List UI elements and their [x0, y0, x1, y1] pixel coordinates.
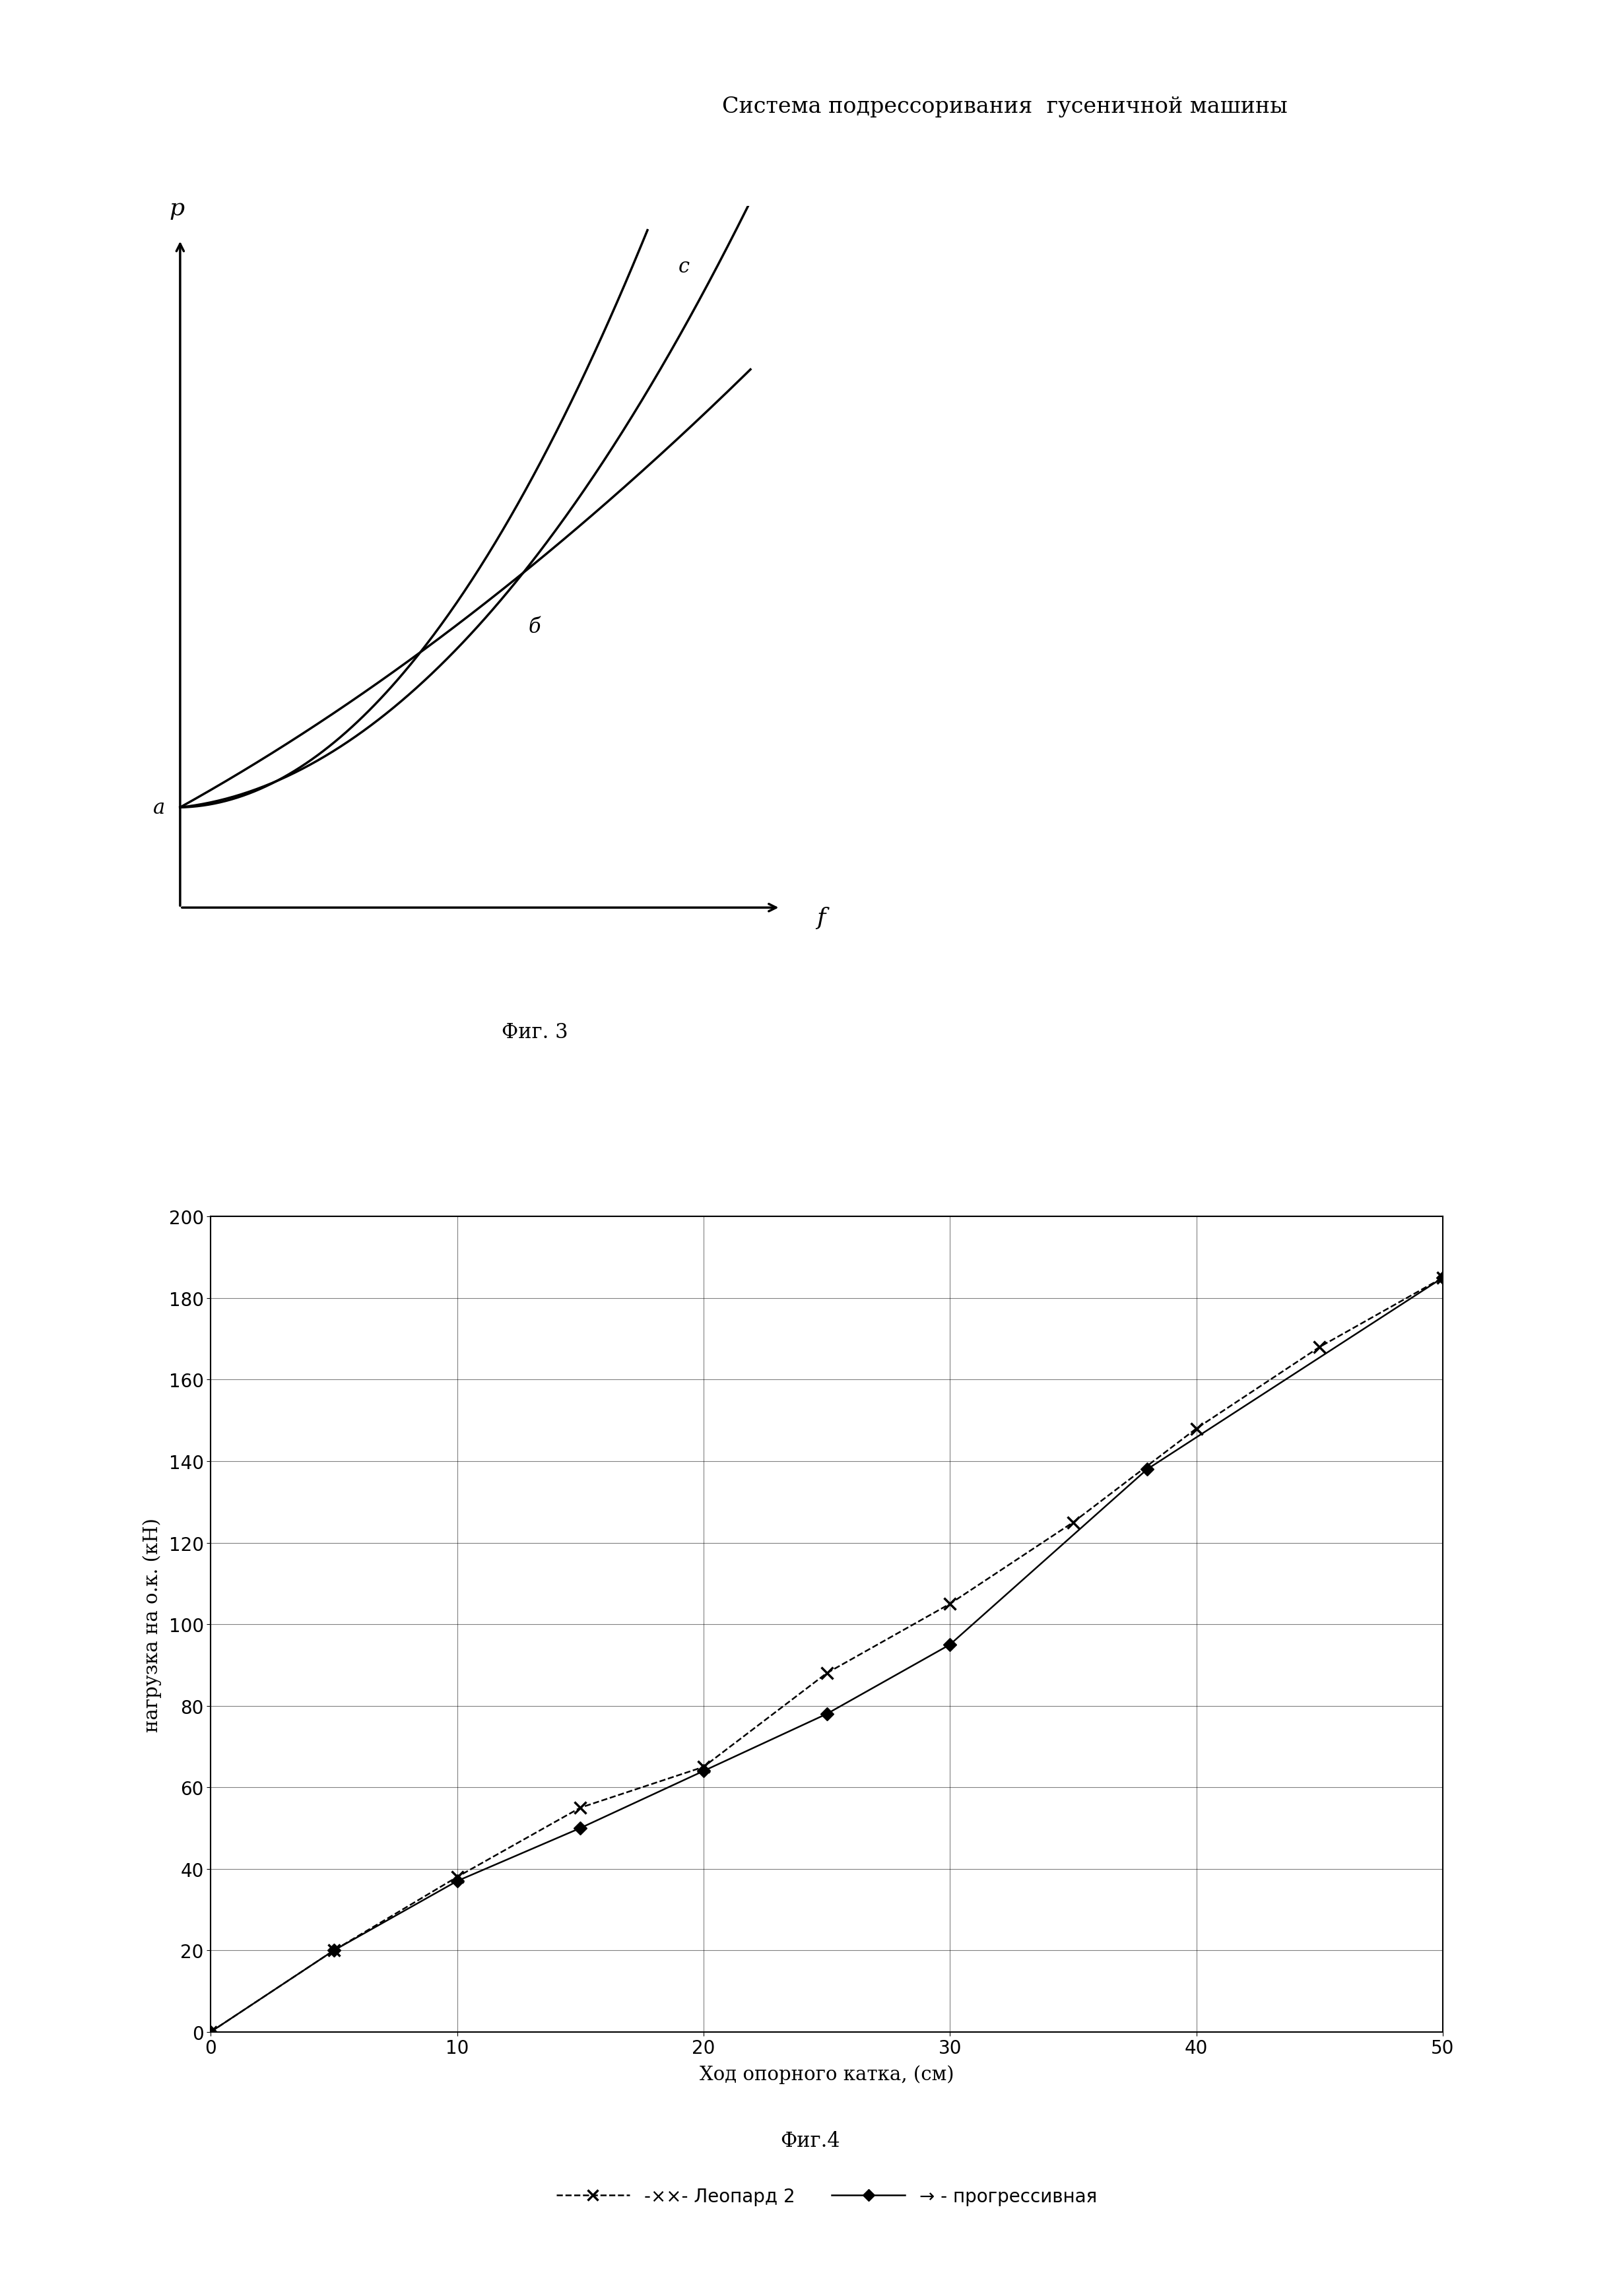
Y-axis label: нагрузка на о.к. (кН): нагрузка на о.к. (кН)	[143, 1518, 162, 1731]
Text: a: a	[152, 797, 165, 817]
Text: б: б	[528, 618, 541, 638]
Text: Фиг.4: Фиг.4	[781, 2131, 840, 2151]
Legend: -××- Леопард 2, → - прогрессивная: -××- Леопард 2, → - прогрессивная	[550, 2179, 1104, 2213]
X-axis label: Ход опорного катка, (см): Ход опорного катка, (см)	[700, 2064, 953, 2085]
Text: Система подрессоривания  гусеничной машины: Система подрессоривания гусеничной машин…	[723, 96, 1287, 117]
Text: f: f	[817, 907, 825, 930]
Text: c: c	[679, 257, 689, 278]
Text: Фиг. 3: Фиг. 3	[503, 1022, 567, 1042]
Text: p: p	[170, 197, 185, 220]
